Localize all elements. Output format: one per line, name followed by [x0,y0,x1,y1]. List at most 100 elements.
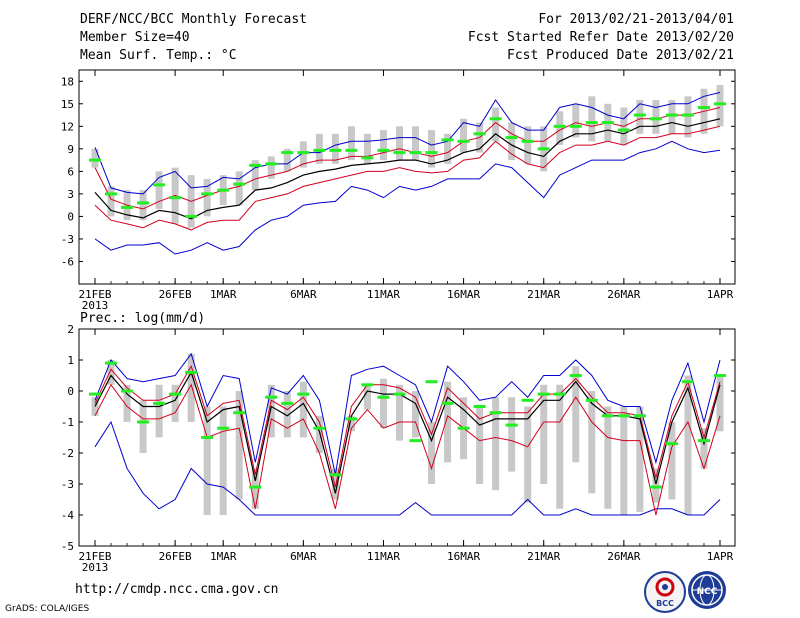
panel2-ytick-label: -3 [61,478,74,491]
panel2-year-label: 2013 [82,561,109,574]
panel2-spread-box-15 [331,468,339,500]
panel2-obs-marker-26 [505,423,518,427]
panel2-spread-box-5 [171,384,179,422]
website-url[interactable]: http://cmdp.ncc.cma.gov.cn [75,582,279,597]
panel1-spread-box-37 [684,96,692,138]
panel1-spread-box-1 [107,186,115,217]
panel2-spread-box-32 [604,406,612,509]
ncc-logo: NCC [688,571,726,609]
panel1-obs-marker-2 [121,205,134,209]
bcc-logo-text: BCC [656,599,674,608]
panel1-spread-box-17 [363,133,371,164]
panel2-ytick-label: 1 [67,354,74,367]
panel1-obs-marker-24 [473,132,486,136]
panel2-obs-marker-12 [281,401,294,405]
panel2-min-line [94,420,721,516]
ncc-globe-icon: NCC [691,574,723,606]
bcc-logo: BCC [644,571,686,613]
panel2-xtick-label: 26FEB [159,550,192,563]
panel2-obs-marker-13 [297,392,310,396]
panel2-spread-box-13 [299,381,307,438]
panel2-xtick-label: 21FEB [78,550,111,563]
panel1-spread-box-31 [588,96,596,142]
panel2-ytick-label: -4 [61,509,75,522]
panel1-ytick-label: 15 [61,98,74,111]
panel2-obs-marker-17 [361,383,374,387]
panel1-spread-box-21 [428,130,436,168]
panel2-spread-box-7 [203,406,211,515]
panel1-spread-box-29 [556,111,564,146]
panel2-obs-marker-35 [649,485,662,489]
panel1-obs-marker-22 [441,138,454,142]
panel2-obs-marker-2 [121,389,134,393]
panel2-obs-marker-20 [409,439,422,443]
panel2-obs-marker-36 [665,442,678,446]
panel2-spread-box-6 [187,353,195,422]
panel2-spread-box-19 [395,384,403,441]
panel2-obs-marker-28 [537,392,550,396]
panel1-xtick-label: 21MAR [527,288,560,301]
panel1-obs-marker-34 [633,113,646,117]
panel1-spread-box-22 [444,133,452,164]
panel2-spread-box-30 [572,366,580,463]
panel1-ytick-label: 0 [67,210,74,223]
panel2-spread-box-31 [588,391,596,494]
panel1-obs-marker-12 [281,151,294,155]
panel2-spread-box-17 [363,384,371,410]
panel1-obs-marker-15 [329,148,342,152]
panel2-obs-marker-6 [185,370,198,374]
panel1-ytick-label: 3 [67,188,74,201]
panel2-spread-box-33 [620,406,628,515]
panel2-obs-marker-5 [169,392,182,396]
panel1-obs-marker-37 [681,113,694,117]
panel1-spread-box-39 [716,85,724,127]
panel1-spread-box-16 [347,126,355,161]
panel1-obs-marker-4 [153,183,166,187]
panel1-obs-marker-32 [601,121,614,125]
panel2-spread-box-14 [315,415,323,453]
panel2-ytick-label: -1 [61,416,74,429]
panel1-obs-marker-0 [89,158,101,162]
panel1-spread-box-26 [508,122,516,161]
panel1-obs-marker-27 [521,139,534,143]
panel2-max-line [94,352,721,475]
produced-date: Fcst Produced Date 2013/02/21 [507,48,734,63]
panel1-spread-box-34 [636,100,644,134]
panel2-obs-marker-30 [569,374,582,377]
bcc-emblem-icon: BCC [655,577,675,608]
panel1-xtick-label: 6MAR [290,288,317,301]
panel1-obs-marker-31 [585,121,598,125]
panel2-spread-box-16 [347,415,355,432]
panel2-obs-marker-27 [521,398,534,402]
panel1-upper-line [94,107,721,210]
panel1-xtick-label: 16MAR [447,288,480,301]
panel2-obs-marker-31 [585,398,598,402]
panel1-obs-marker-17 [361,156,374,160]
panel1-min-line [94,140,721,255]
panel2-frame [78,328,736,547]
panel1-max-line [94,92,721,195]
panel1-obs-marker-6 [185,214,198,218]
panel2-spread-box-22 [444,381,452,463]
panel1-frame [78,69,736,285]
panel1-obs-marker-36 [665,113,678,117]
panel2-spread-box-18 [379,378,387,429]
panel1-spread-box-20 [412,126,420,161]
panel2-spread-box-38 [700,428,708,469]
panel1-obs-marker-30 [569,124,582,128]
panel2-obs-marker-8 [217,426,230,430]
panel2-upper-line [94,364,721,488]
panel1-spread-box-19 [395,126,403,161]
panel2-spread-box-12 [283,391,291,438]
panel1-spread-box-36 [668,100,676,134]
chart-title: DERF/NCC/BCC Monthly Forecast [80,12,307,27]
panel1-ytick-label: 9 [67,143,74,156]
panel1-ytick-label: -3 [61,233,74,246]
panel2-ytick-label: 0 [67,385,74,398]
panel1-obs-marker-21 [425,151,438,155]
panel1-obs-marker-13 [297,151,310,155]
forecast-period: For 2013/02/21-2013/04/01 [538,12,734,27]
panel2-obs-marker-24 [473,405,486,408]
panel2-spread-box-37 [684,375,692,515]
panel2-obs-marker-15 [329,473,342,477]
